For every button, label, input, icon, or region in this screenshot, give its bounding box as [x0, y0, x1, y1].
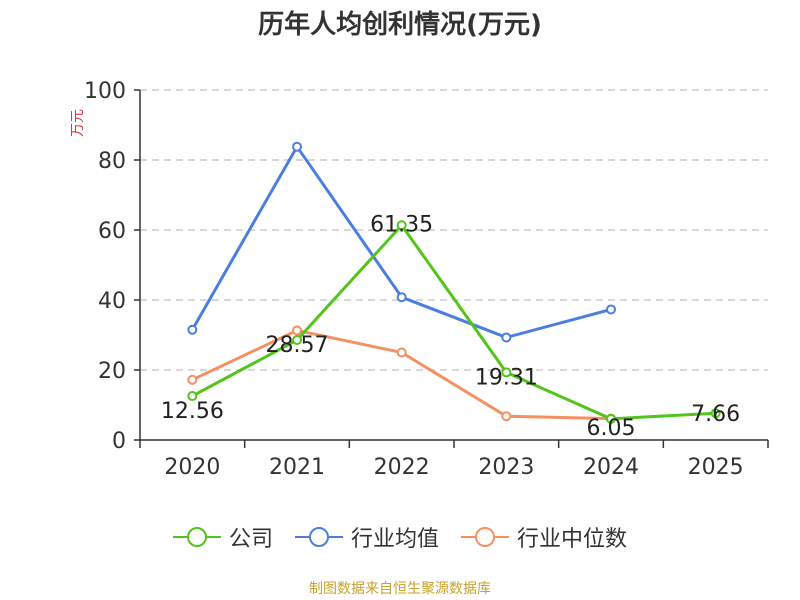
series-lines	[191, 145, 716, 421]
x-tick-label: 2021	[269, 455, 325, 480]
data-label: 12.56	[161, 399, 224, 424]
source-note: 制图数据来自恒生聚源数据库	[309, 581, 491, 597]
series-line	[191, 328, 612, 421]
data-point	[606, 304, 616, 315]
y-tick-label: 0	[112, 429, 126, 454]
legend-item-industry-mean[interactable]: 行业均值	[294, 521, 439, 553]
y-tick-label: 60	[98, 219, 126, 244]
legend-marker-industry-mean	[294, 527, 343, 547]
legend-item-company[interactable]: 公司	[172, 521, 273, 553]
series-line	[191, 223, 716, 421]
data-label: 7.66	[691, 402, 740, 427]
data-point	[501, 367, 512, 378]
y-tick-label: 40	[98, 289, 126, 314]
data-point	[187, 391, 198, 402]
data-point	[396, 347, 407, 358]
y-tick-label: 100	[84, 79, 126, 104]
chart-title: 历年人均创利情况(万元)	[258, 10, 542, 40]
data-point	[396, 220, 407, 231]
series-points	[187, 141, 721, 424]
data-point	[710, 408, 721, 419]
data-point	[187, 324, 198, 335]
series-line	[191, 145, 612, 339]
data-point	[187, 374, 198, 385]
data-label: 6.05	[587, 416, 636, 441]
data-point	[501, 411, 512, 422]
data-labels: 12.56 28.57 61.35 19.31 6.05 7.66	[161, 212, 740, 441]
legend-label-industry-median: 行业中位数	[517, 527, 628, 552]
y-tick-label: 80	[98, 149, 126, 174]
data-point	[606, 413, 616, 424]
legend-item-industry-median[interactable]: 行业中位数	[461, 521, 627, 553]
x-tick-label: 2025	[688, 455, 744, 480]
legend: 公司 行业均值 行业中位数	[0, 521, 800, 553]
data-label: 19.31	[475, 365, 538, 390]
data-point	[292, 335, 302, 346]
x-tick-label: 2022	[374, 455, 430, 480]
x-tick-label: 2020	[164, 455, 220, 480]
legend-label-company: 公司	[228, 527, 273, 552]
legend-marker-company	[172, 527, 221, 547]
data-point	[292, 141, 302, 152]
grid-lines	[140, 89, 768, 371]
data-point	[501, 332, 512, 343]
x-tick-label: 2024	[583, 455, 639, 480]
legend-label-industry-mean: 行业均值	[350, 527, 439, 552]
data-label: 61.35	[370, 212, 433, 237]
data-label: 28.57	[266, 333, 329, 358]
data-point	[396, 292, 407, 303]
y-axis-label: 万元	[70, 109, 86, 137]
legend-marker-industry-median	[461, 527, 509, 547]
x-tick-label: 2023	[478, 455, 534, 480]
data-point	[292, 325, 302, 336]
axes: 0 20 40 60 80 100 2020 2021 2022 2023 2024 2025	[84, 79, 769, 480]
y-tick-label: 20	[98, 359, 126, 384]
